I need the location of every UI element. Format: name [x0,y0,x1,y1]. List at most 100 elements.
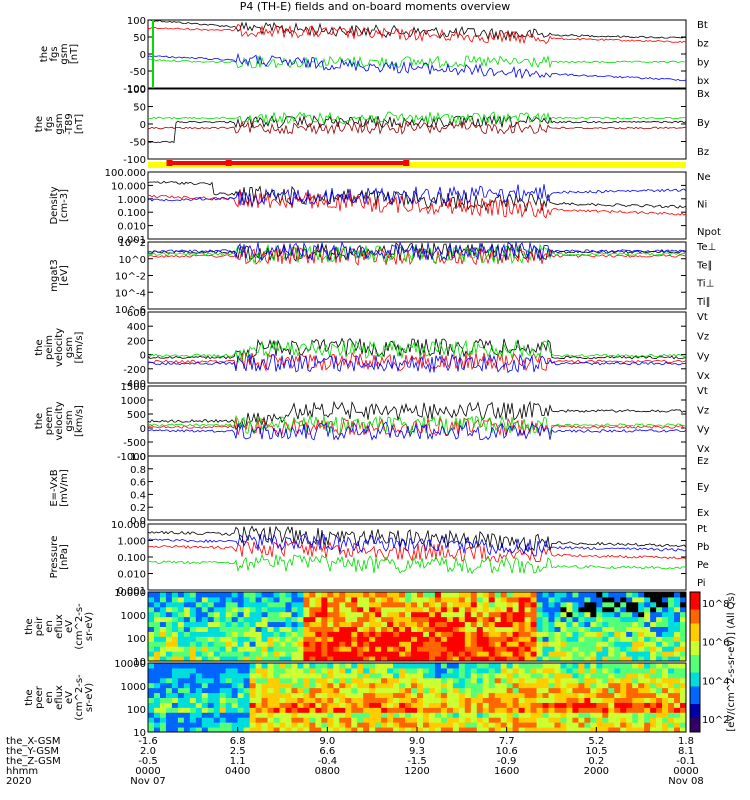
colorbar-cell [690,718,700,722]
heatmap-cell [159,592,167,598]
heatmap-cell [357,616,364,623]
heatmap-cell [680,707,687,713]
heatmap-cell [315,636,322,642]
heatmap-cell [554,611,561,618]
heatmap-cell [375,631,382,637]
heatmap-cell [536,601,544,608]
heatmap-cell [680,592,687,598]
heatmap-cell [267,651,275,657]
heatmap-cell [279,672,286,679]
heatmap-cell [357,702,364,708]
x-tick-label: 1.8 [678,736,694,747]
heatmap-cell [177,646,185,652]
heatmap-cell [207,692,215,698]
heatmap-cell [470,687,478,694]
heatmap-cell [566,596,573,603]
heatmap-cell [273,702,281,708]
heatmap-cell [566,606,573,613]
heatmap-cell [201,682,209,689]
heatmap-cell [608,651,615,657]
heatmap-cell [148,651,155,657]
heatmap-cell [303,592,310,598]
heatmap-cell [273,722,281,728]
heatmap-cell [213,727,221,733]
heatmap-cell [351,697,358,703]
heatmap-cell [231,616,239,623]
heatmap-cell [428,727,436,733]
heatmap-cell [440,667,448,674]
colorbar-cell [690,683,700,687]
y-tick-label: 0.010 [117,222,146,233]
heatmap-cell [165,596,173,603]
heatmap-cell [225,601,233,608]
heatmap-cell [225,656,233,662]
heatmap-cell [548,722,555,728]
heatmap-cell [434,722,442,728]
heatmap-cell [524,702,532,708]
heatmap-cell [375,692,382,698]
y-axis-label-line: sr-eV) [84,612,95,641]
heatmap-cell [405,616,412,623]
heatmap-cell [255,663,263,669]
heatmap-cell [279,596,286,603]
series-line [147,417,687,437]
heatmap-cell [159,682,167,689]
heatmap-cell [249,677,257,684]
heatmap-cell [518,722,526,728]
legend-entry: Ne [697,172,711,183]
heatmap-cell [464,656,472,662]
heatmap-cell [608,712,615,718]
y-tick-label: -1000 [117,452,146,463]
heatmap-cell [482,621,490,627]
heatmap-cell [680,663,687,669]
heatmap-cell [327,707,334,713]
heatmap-cell [207,626,215,632]
heatmap-cell [608,606,615,613]
y-axis-label-line: sr-eV) [84,683,95,712]
heatmap-cell [249,631,257,637]
heatmap-cell [411,606,418,613]
heatmap-cell [578,697,585,703]
y-tick-label: 1.000 [117,195,146,206]
legend-entry: Bz [697,147,709,158]
heatmap-cell [668,646,675,652]
heatmap-cell [399,672,406,679]
heatmap-cell [668,601,675,608]
heatmap-cell [560,667,567,674]
heatmap-cell [417,692,424,698]
heatmap-cell [434,707,442,713]
heatmap-cell [596,727,603,733]
heatmap-cell [500,656,508,662]
heatmap-cell [207,667,215,674]
heatmap-cell [255,677,263,684]
panel-mode-bar [148,160,686,168]
heatmap-cell [189,592,197,598]
heatmap-cell [189,667,197,674]
heatmap-cell [273,626,281,632]
heatmap-cell [614,626,621,632]
heatmap-cell [321,702,328,708]
heatmap-cell [345,672,352,679]
heatmap-cell [273,592,281,598]
heatmap-cell [159,722,167,728]
heatmap-cell [476,672,484,679]
heatmap-cell [632,677,639,684]
y-axis-label-line: velocity [54,328,65,367]
heatmap-cell [638,616,645,623]
heatmap-cell [620,692,627,698]
heatmap-cell [189,631,197,637]
colorbar-cell [690,655,700,659]
heatmap-cell [440,601,448,608]
heatmap-cell [482,596,490,603]
heatmap-cell [470,722,478,728]
heatmap-cell [422,677,430,684]
y-axis-label-line: [nT] [74,114,85,134]
heatmap-cell [488,606,496,613]
heatmap-cell [482,697,490,703]
heatmap-cell [668,702,675,708]
heatmap-cell [512,687,520,694]
heatmap-cell [243,596,251,603]
heatmap-cell [512,712,520,718]
heatmap-cell [488,687,496,694]
heatmap-cell [494,616,502,623]
